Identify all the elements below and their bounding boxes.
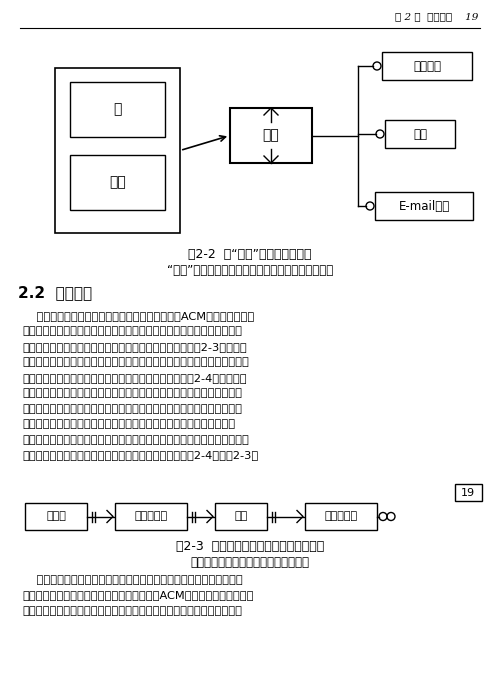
- Bar: [55, 68, 180, 233]
- Text: “团体”应该被用于许多使用了个人或组织的情况中。: “团体”应该被用于许多使用了个人或组织的情况中。: [167, 264, 333, 277]
- Text: 地址: 地址: [413, 127, 427, 140]
- Text: 团体: 团体: [262, 129, 280, 143]
- Text: 区域子公司: 区域子公司: [134, 511, 168, 522]
- Text: 啊机系列为所属的销售办事处配备一个服务小组，那么这个小组就具有双: 啊机系列为所属的销售办事处配备一个服务小组，那么这个小组就具有双: [22, 606, 242, 616]
- Text: 第 2 章  责任模式    19: 第 2 章 责任模式 19: [394, 12, 478, 21]
- Text: 上面提到的层次结构具有一定的通用性，但仍然有其局限性。其不足: 上面提到的层次结构具有一定的通用性，但仍然有其局限性。其不足: [22, 575, 243, 585]
- Bar: [230, 108, 312, 163]
- Text: 同的部门，每个部门又有很多个销售办事处。我们可以用图2-3来模拟这: 同的部门，每个部门又有很多个销售办事处。我们可以用图2-3来模拟这: [22, 342, 247, 352]
- Text: 之处在于它只支持单一的组织层次关系。假讽ACM公司针对每种主要的咋: 之处在于它只支持单一的组织层次关系。假讽ACM公司针对每种主要的咋: [22, 590, 254, 601]
- Text: 图2-2  用“团体”来概括人和组织: 图2-2 用“团体”来概括人和组织: [188, 248, 312, 262]
- Text: 人: 人: [114, 102, 122, 116]
- Text: 定义相应的子类型并对每种子类型施以一定的约束的方式来处理这一问: 定义相应的子类型并对每种子类型施以一定的约束的方式来处理这一问: [22, 419, 235, 430]
- Bar: [455, 484, 482, 501]
- Text: 公司，每个分公司又分成不同的区域子公司，而每个区域子公司又分成不: 公司，每个分公司又分成不同的区域子公司，而每个区域子公司又分成不: [22, 327, 242, 336]
- Text: 分公司: 分公司: [46, 511, 66, 522]
- Bar: [385, 120, 455, 148]
- Text: 改变规则比改变模型结构要容易得多，所以我倒向于用图2-4取代图2-3。: 改变规则比改变模型结构要容易得多，所以我倒向于用图2-4取代图2-3。: [22, 450, 258, 460]
- Bar: [305, 503, 377, 530]
- Text: 这样的一种结构具有柔性，很难重用。: 这样的一种结构具有柔性，很难重用。: [190, 556, 310, 569]
- Text: E-mail地址: E-mail地址: [398, 199, 450, 212]
- Text: 电话号码: 电话号码: [413, 60, 441, 73]
- Bar: [70, 155, 165, 210]
- Text: 组织: 组织: [109, 176, 126, 190]
- Bar: [25, 503, 87, 530]
- Text: 19: 19: [461, 487, 475, 498]
- Text: 图2-3  带有显式的上下级关系的组织结构: 图2-3 带有显式的上下级关系的组织结构: [176, 540, 324, 554]
- Bar: [215, 503, 267, 530]
- Text: 部门: 部门: [234, 511, 248, 522]
- Bar: [115, 503, 187, 530]
- Bar: [70, 82, 165, 137]
- Text: 销售办事处: 销售办事处: [324, 511, 358, 522]
- Text: 首先我们看一下跨国公司芳香咋啊机制造公司（ACM），它有很多分: 首先我们看一下跨国公司芳香咋啊机制造公司（ACM），它有很多分: [22, 311, 254, 321]
- Bar: [375, 192, 473, 220]
- Text: 题。一旦组织层次发生变化，我们可以改变这些子类型和约束规则。通常，: 题。一旦组织层次发生变化，我们可以改变这些子类型和约束规则。通常，: [22, 435, 249, 445]
- Text: 2.2  组织层次: 2.2 组织层次: [18, 286, 92, 300]
- Text: 种结构关系。然而我对该图也不是很满意。因为如果公司的组织发生变化，: 种结构关系。然而我对该图也不是很满意。因为如果公司的组织发生变化，: [22, 358, 249, 367]
- Text: 更简单的模型，该模型可以很容易地加以改变。但该模型的递归关系隐含: 更简单的模型，该模型可以很容易地加以改变。但该模型的递归关系隐含: [22, 388, 242, 399]
- Text: 比如说去掉了区域子公司划分，我们就必须改变模型。图2-4提供了一个: 比如说去掉了区域子公司划分，我们就必须改变模型。图2-4提供了一个: [22, 373, 246, 383]
- Bar: [382, 52, 472, 80]
- Text: 着某种危险，比如它允许将部门作为销售办事处的一部分。我们可以通过: 着某种危险，比如它允许将部门作为销售办事处的一部分。我们可以通过: [22, 404, 242, 414]
